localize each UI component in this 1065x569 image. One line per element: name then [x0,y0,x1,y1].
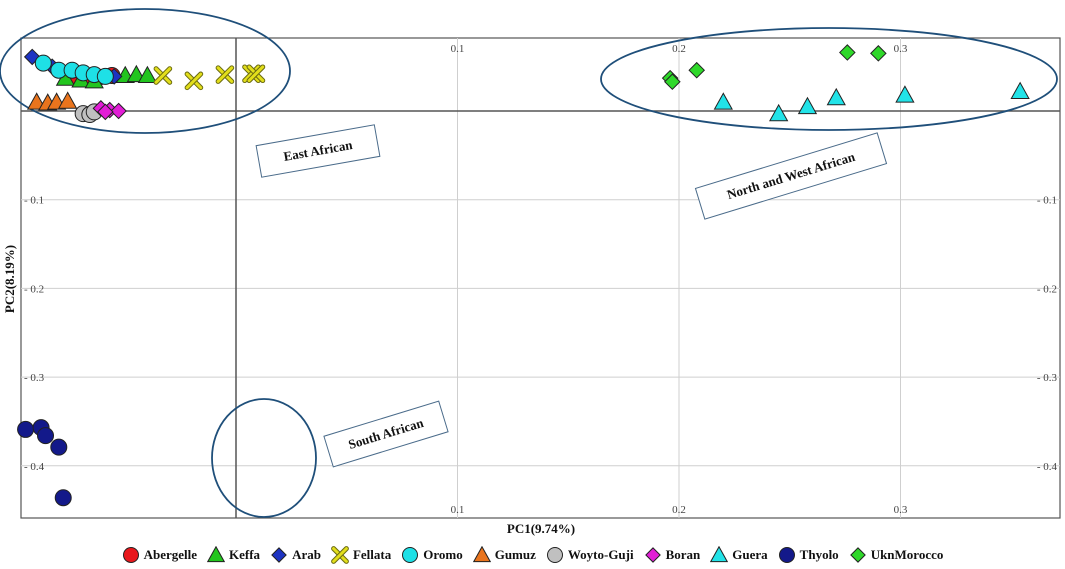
thyolo-legend-symbol [778,547,795,563]
y-tick-label-left: - 0.2 [24,283,44,295]
legend-item-boran: Boran [644,546,701,564]
pca-scatter-chart: 0.1 0.1 0.2 0.2 0.3 0.3 - 0.1 - 0.1 - 0.2 - 0.2 - … [0,8,1061,536]
y-tick-label-left: - 0.1 [24,195,44,207]
legend-item-thyolo: Thyolo [778,546,839,564]
legend-item-woyto-guji: Woyto-Guji [546,546,634,564]
thyolo-point [50,438,68,456]
legend: Abergelle Keffa Arab Fellata Oromo Gumuz Woyto… [0,546,1065,564]
x-axis-title: PC1(9.74%) [507,521,575,536]
uknmorocco-point [870,45,887,62]
oromo-legend-symbol [402,547,419,563]
oromo-legend-marker [402,547,419,563]
boran-legend-symbol [644,547,661,563]
legend-label-thyolo: Thyolo [799,547,839,562]
uknmorocco-legend-symbol [849,547,866,563]
guera-legend-marker [710,546,729,563]
abergelle-legend-symbol [122,547,139,563]
y-tick-label-right: - 0.1 [1037,195,1057,207]
boran-point [110,102,127,120]
legend-item-abergelle: Abergelle [122,546,197,564]
fellata-point [242,64,261,84]
legend-label-guera: Guera [732,547,768,562]
guera-point [797,96,818,115]
east-african-box [255,124,381,178]
east-african-annotation: East African [255,124,381,178]
uknmorocco-point [664,73,681,91]
x-tick-label-bottom: 0.3 [894,504,908,516]
south-african-ellipse [211,398,317,518]
legend-label-boran: Boran [665,547,701,562]
uknmorocco-point [688,61,706,79]
uknmorocco-legend-marker [849,547,866,563]
oromo-point [96,67,114,85]
guera-point [1010,81,1030,100]
data-points [17,44,1030,507]
arab-legend-marker [271,547,287,563]
gumuz-point [58,91,78,109]
fellata-point [184,71,204,91]
x-tick-label-top: 0.2 [672,43,686,55]
x-tick-label-bottom: 0.1 [451,504,465,516]
guera-legend-symbol [710,546,729,563]
legend-label-oromo: Oromo [423,547,463,562]
x-tick-label-bottom: 0.2 [672,504,686,516]
legend-label-arab: Arab [292,547,321,562]
woyto-guji-legend-marker [546,547,563,563]
x-tick-label-top: 0.3 [894,43,908,55]
uknmorocco-point [839,44,856,61]
x-tick-label-top: 0.1 [451,43,465,55]
legend-label-keffa: Keffa [229,547,261,562]
y-axis-title: PC2(8.19%) [2,245,17,313]
woyto-guji-legend-symbol [546,547,563,563]
gumuz-legend-marker [472,546,491,563]
legend-label-uknmorocco: UknMorocco [870,547,944,562]
y-tick-label-right: - 0.2 [1037,283,1057,295]
legend-item-arab: Arab [270,546,321,564]
legend-item-oromo: Oromo [401,546,463,564]
plot-area [20,37,1061,519]
oromo-point [34,54,52,72]
legend-item-keffa: Keffa [207,546,260,564]
fellata-point [246,64,266,84]
y-tick-label-left: - 0.3 [24,372,45,384]
legend-label-abergelle: Abergelle [143,547,198,562]
east-african-ellipse [0,8,291,134]
y-tick-label-right: - 0.3 [1037,372,1058,384]
thyolo-point [37,427,55,445]
y-tick-label-right: - 0.4 [1037,461,1058,473]
legend-item-fellata: Fellata [331,546,391,564]
gumuz-legend-symbol [472,546,491,563]
y-tick-label-left: - 0.4 [24,461,45,473]
fellata-point [215,65,235,84]
north-west-african-box [694,132,888,220]
boran-legend-marker [644,547,661,563]
fellata-point [153,66,173,85]
boran-point [97,103,114,121]
legend-item-gumuz: Gumuz [472,546,536,564]
keffa-legend-symbol [207,546,226,563]
thyolo-point [54,489,72,507]
thyolo-legend-marker [778,547,795,563]
tick-labels: 0.1 0.1 0.2 0.2 0.3 0.3 - 0.1 - 0.1 - 0.2 - 0.2 - … [24,43,1057,516]
legend-label-woyto-guji: Woyto-Guji [567,547,634,562]
thyolo-point [17,420,35,438]
legend-label-fellata: Fellata [352,547,392,562]
legend-item-uknmorocco: UknMorocco [849,546,944,564]
guera-point [826,87,846,106]
fellata-legend-symbol [331,546,349,564]
keffa-point [137,65,158,84]
arab-legend-symbol [271,547,287,563]
guera-point [713,92,733,110]
guera-point [769,103,789,122]
keffa-legend-marker [207,546,226,563]
north-west-african-ellipse [600,27,1058,131]
south-african-box [323,400,449,468]
legend-item-guera: Guera [710,546,768,564]
legend-label-gumuz: Gumuz [494,547,536,562]
fellata-legend-marker [331,546,349,564]
guera-point [895,85,915,103]
abergelle-legend-marker [122,547,139,563]
